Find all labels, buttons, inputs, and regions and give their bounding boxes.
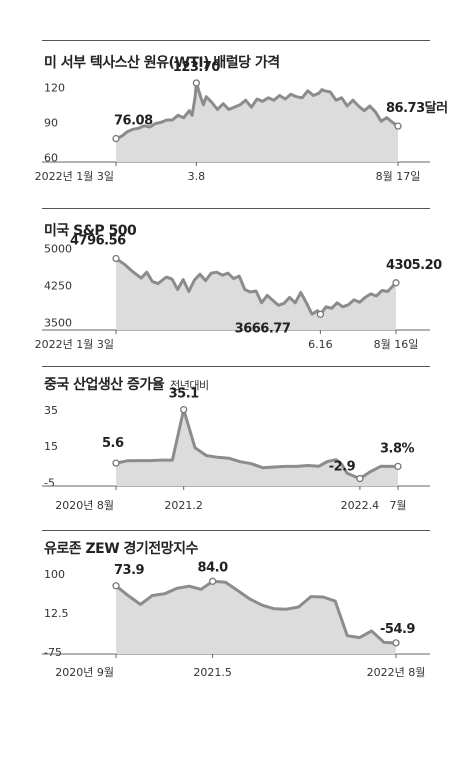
sp500-panel: 미국 S&P 500 5000 4250 3500 2022년 1월 3일 6.16 8월…: [0, 208, 474, 358]
x-tick-label: 2021.2: [164, 499, 203, 512]
data-point-marker: [392, 639, 400, 647]
data-label: 4796.56: [70, 234, 126, 249]
x-tick-label: 2022년 1월 3일: [35, 337, 114, 351]
title-text: 중국 산업생산 증가율: [44, 377, 165, 393]
title-text: 미국 S&P 500: [44, 223, 137, 239]
panel-title: 미 서부 텍사스산 원유(WTI) 배럴당 가격: [44, 52, 286, 72]
zew-chart: 100 12.5 -75 2020년 9월 2021.5 2022년 8월 73.9 84.0…: [42, 560, 430, 679]
x-tick-label: 8월 16일: [374, 337, 419, 351]
series-line: [115, 579, 397, 645]
x-tick-label: 2020년 9월: [55, 666, 114, 679]
title-text: 유로존 ZEW 경기전망지수: [44, 541, 198, 557]
data-point-marker: [392, 279, 400, 287]
y-tick-label: 3500: [44, 317, 72, 330]
top-rule: [42, 208, 430, 209]
series-area: [116, 581, 396, 654]
data-point-marker: [192, 79, 201, 87]
data-label: 76.08: [114, 114, 153, 129]
x-tick-label: 2022년 1월 3일: [35, 169, 114, 183]
data-label: 4305.20: [386, 258, 442, 273]
y-tick-label: 15: [44, 440, 58, 453]
series-line: [115, 81, 399, 140]
x-tick-label: 8월 17일: [376, 169, 421, 183]
data-point-marker: [112, 582, 120, 590]
series-area: [116, 83, 398, 162]
china-ip-panel: 중국 산업생산 증가율 전년대비 35 15 -5 2020년 8월 2021.2 2022…: [0, 366, 474, 516]
x-tick-label: 6.16: [308, 338, 333, 351]
y-tick-label: 100: [44, 568, 65, 581]
top-rule: [42, 530, 430, 531]
data-point-marker: [112, 254, 120, 263]
data-label: 123.70: [173, 60, 221, 75]
top-rule: [42, 40, 430, 41]
data-label: 84.0: [198, 560, 229, 575]
y-tick-label: 4250: [44, 280, 72, 293]
panel-title: 유로존 ZEW 경기전망지수: [44, 538, 204, 558]
y-tick-label: 5000: [44, 242, 72, 255]
series-line: [115, 257, 398, 316]
y-tick-label: 60: [44, 151, 58, 164]
data-point-marker: [394, 462, 402, 471]
x-tick-label: 2022년 8월: [367, 666, 426, 679]
sp500-chart: 5000 4250 3500 2022년 1월 3일 6.16 8월 16일 4796.56…: [35, 234, 443, 351]
x-tick-label: 3.8: [188, 170, 206, 183]
data-label: 3.8%: [380, 441, 415, 456]
series-area: [116, 409, 398, 486]
x-tick-label: 7월: [389, 499, 406, 512]
data-label: -2.9: [329, 460, 356, 475]
y-tick-label: 12.5: [44, 607, 69, 620]
wti-chart: 120 90 60 2022년 1월 3일 3.8 8월 17일 76.08 123.70 86…: [35, 60, 448, 183]
data-point-marker: [394, 122, 402, 130]
top-rule: [42, 366, 430, 367]
y-tick-label: -5: [44, 476, 55, 489]
y-tick-label: -75: [44, 646, 62, 659]
x-tick-label: 2021.5: [193, 666, 232, 679]
x-tick-label: 2020년 8월: [55, 499, 114, 512]
title-text: 미 서부 텍사스산 원유(WTI) 배럴당 가격: [44, 55, 280, 71]
series-line: [115, 408, 398, 481]
data-label: 5.6: [102, 436, 124, 451]
data-point-marker: [112, 459, 120, 467]
y-tick-label: 35: [44, 404, 58, 417]
subtitle-text: 전년대비: [170, 379, 209, 392]
data-point-marker: [180, 405, 188, 414]
x-tick-label: 2022.4: [341, 499, 380, 512]
data-point-marker: [316, 310, 325, 318]
zew-panel: 유로존 ZEW 경기전망지수 100 12.5 -75 2020년 9월 2021.5 2…: [0, 530, 474, 680]
data-label: 73.9: [114, 563, 145, 578]
data-label: 35.1: [169, 387, 200, 402]
data-point-marker: [208, 577, 217, 585]
data-point-marker: [112, 134, 120, 143]
panel-title: 중국 산업생산 증가율 전년대비: [44, 374, 209, 394]
data-label: 3666.77: [235, 321, 291, 336]
data-label: 86.73달러: [386, 100, 448, 116]
data-label: -54.9: [380, 622, 415, 637]
panel-title: 미국 S&P 500: [44, 220, 142, 240]
data-point-marker: [356, 474, 364, 483]
wti-panel: 미 서부 텍사스산 원유(WTI) 배럴당 가격 120 90 60 2022년 1월…: [0, 40, 474, 190]
y-tick-label: 120: [44, 81, 65, 94]
y-tick-label: 90: [44, 116, 58, 129]
